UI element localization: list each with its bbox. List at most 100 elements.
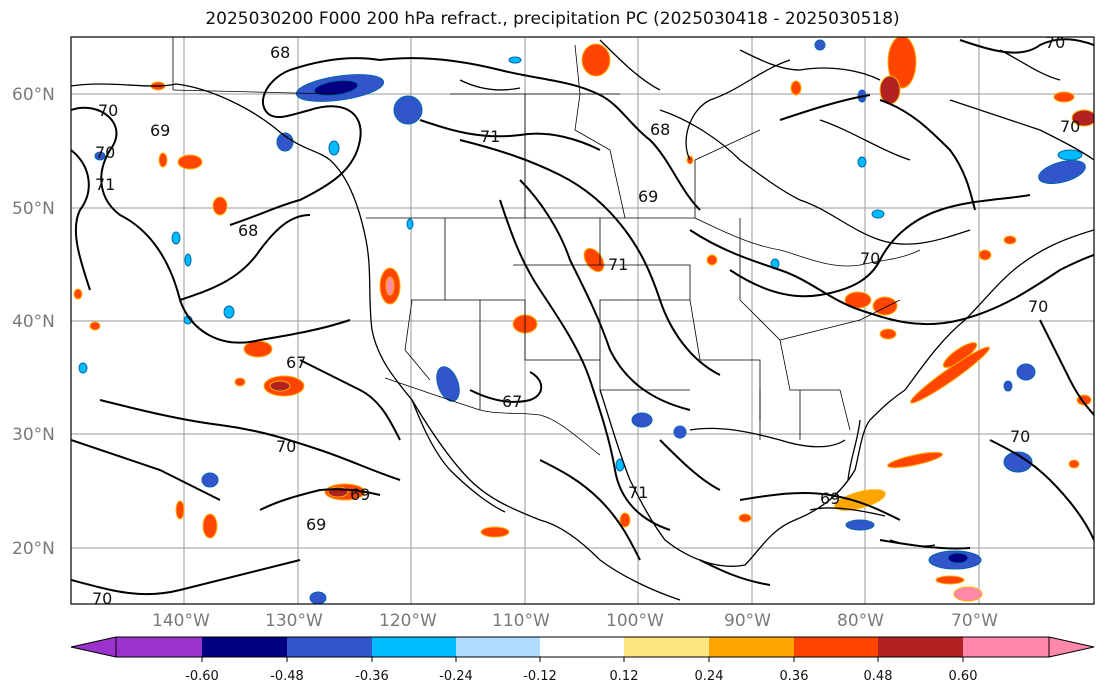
colorbar-swatch [540, 637, 624, 657]
lon-label: 100°W [606, 611, 664, 631]
lon-label: 130°W [265, 611, 323, 631]
lon-label: 70°W [951, 611, 998, 631]
precip-area [309, 591, 327, 604]
precip-area [158, 152, 168, 168]
precip-area [184, 253, 192, 267]
contour-label: 70 [98, 101, 118, 120]
contour-label: 71 [608, 255, 628, 274]
contour-label: 70 [92, 589, 112, 608]
contour-label: 68 [270, 43, 290, 62]
precip-area [581, 43, 611, 77]
precip-area [1003, 380, 1013, 392]
precip-area [834, 489, 886, 511]
precip-area [1003, 451, 1033, 473]
contour-label: 67 [286, 353, 306, 372]
colorbar-tick-label: 0.60 [949, 669, 978, 684]
precip-area [1038, 160, 1086, 184]
contour-label: 69 [638, 187, 658, 206]
lat-label: 30°N [12, 425, 55, 445]
lat-label: 50°N [12, 199, 55, 219]
precip-area [871, 209, 885, 219]
precip-area [872, 296, 898, 316]
precip-area [1053, 91, 1075, 103]
colorbar-high-extend [1048, 636, 1095, 658]
contour-label: 70 [276, 437, 296, 456]
precip-area [845, 519, 875, 531]
precip-area [1071, 109, 1094, 127]
precip-area [910, 346, 990, 404]
precip-area [94, 151, 106, 161]
map-title: 2025030200 F000 200 hPa refract., precip… [205, 9, 900, 29]
colorbar-tick-label: -0.60 [185, 669, 219, 684]
precip-area [78, 362, 88, 374]
precip-area [1068, 459, 1080, 469]
colorbar-swatch [456, 637, 540, 657]
colorbar-tick-label: 0.12 [610, 669, 639, 684]
contour-label: 68 [650, 120, 670, 139]
precip-area [385, 276, 395, 296]
precip-area [953, 586, 983, 602]
precip-area [790, 80, 802, 96]
precip-area [328, 140, 340, 156]
contour-label: 71 [480, 127, 500, 146]
precip-area [1016, 363, 1036, 381]
precip-area [738, 513, 752, 523]
colorbar-tick-label: -0.24 [439, 669, 473, 684]
precip-positive-areas [73, 37, 1094, 602]
colorbar-swatch [963, 637, 1049, 657]
precip-area [480, 526, 510, 538]
colorbar-tick-label: 0.48 [864, 669, 893, 684]
precip-area [276, 132, 294, 152]
precip-area [234, 377, 246, 387]
contour-labels: 68 70 69 70 71 71 68 69 70 71 68 67 67 7… [92, 33, 1080, 608]
precip-area [631, 412, 653, 428]
colorbar-tick-label: -0.48 [270, 669, 304, 684]
contour-label: 70 [1060, 117, 1080, 136]
precip-area [844, 291, 872, 309]
precip-area [508, 56, 522, 64]
precip-area [673, 425, 687, 439]
colorbar-swatch [202, 637, 287, 657]
lon-label: 80°W [837, 611, 884, 631]
contour-label: 70 [95, 143, 115, 162]
colorbar-border [115, 636, 1050, 658]
contour-label: 70 [1010, 427, 1030, 446]
precip-area [212, 196, 228, 216]
colorbar: -0.60 -0.48 -0.36 -0.24 -0.12 0.12 0.24 … [70, 636, 1095, 684]
precip-negative-areas [78, 39, 1086, 604]
precip-area [887, 37, 917, 89]
refractivity-contours [71, 38, 1094, 596]
latitude-labels: 60°N 50°N 40°N 30°N 20°N [12, 85, 55, 559]
colorbar-tick-label: -0.36 [355, 669, 389, 684]
contour-label: 69 [350, 485, 370, 504]
contour-label: 68 [238, 221, 258, 240]
lon-label: 110°W [492, 611, 550, 631]
precip-area [619, 512, 631, 528]
contour-label: 70 [1028, 297, 1048, 316]
precip-area [201, 472, 219, 488]
contour-label: 69 [150, 121, 170, 140]
precip-area [887, 451, 943, 469]
precip-area [406, 218, 414, 230]
precip-area [978, 249, 992, 261]
precip-area [879, 328, 897, 340]
lat-label: 60°N [12, 85, 55, 105]
precip-area [814, 39, 826, 51]
lat-label: 40°N [12, 312, 55, 332]
precip-area [313, 79, 359, 97]
map-border [70, 36, 1095, 605]
precip-area [935, 575, 965, 585]
precip-area [269, 380, 291, 392]
lon-label: 140°W [152, 611, 210, 631]
contour-label: 67 [502, 392, 522, 411]
precip-area [879, 75, 901, 105]
colorbar-swatch [372, 637, 456, 657]
contour-label: 71 [628, 483, 648, 502]
colorbar-tick-label: -0.12 [523, 669, 557, 684]
precip-area [947, 552, 969, 564]
colorbar-swatch [709, 637, 794, 657]
contour-label: 71 [95, 175, 115, 194]
coastlines [71, 39, 1094, 601]
colorbar-swatch [794, 637, 878, 657]
